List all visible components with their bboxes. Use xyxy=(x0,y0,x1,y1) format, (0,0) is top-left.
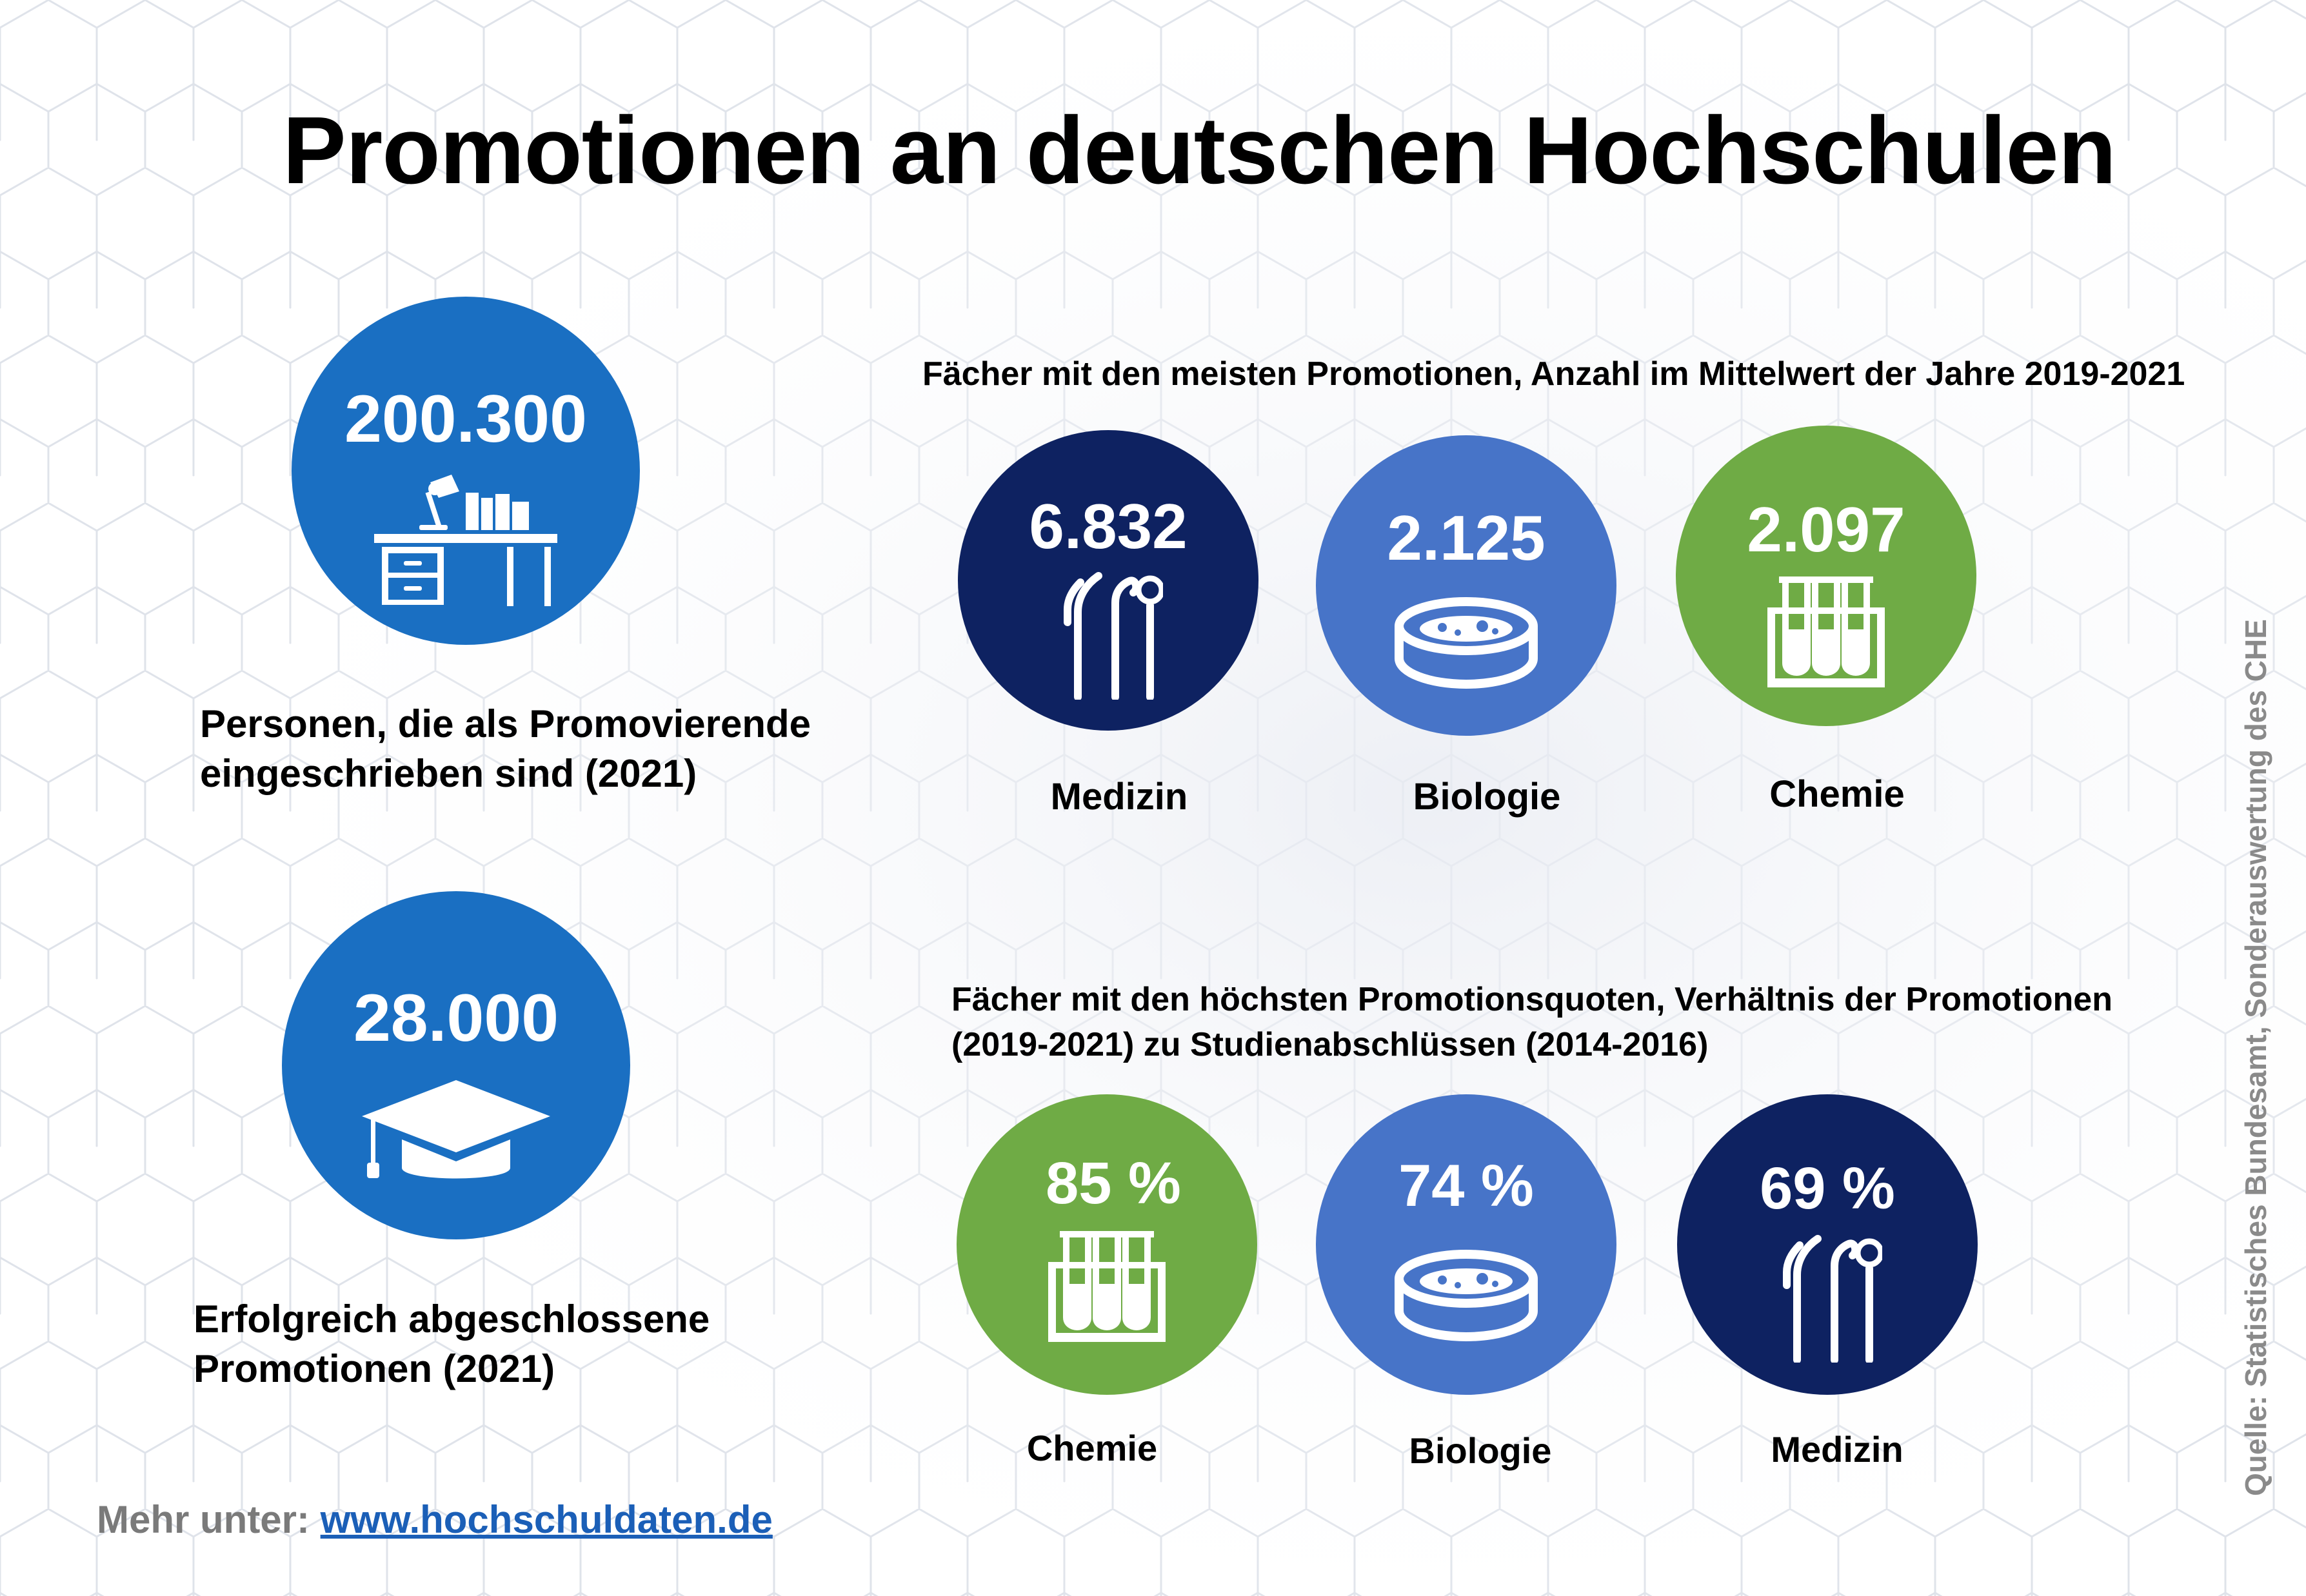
graduation-cap-icon xyxy=(362,1080,550,1179)
subject-label: Chemie xyxy=(1769,773,1905,815)
subject-label: Medizin xyxy=(1771,1429,1903,1470)
enrolled-value: 200.300 xyxy=(344,382,587,457)
enrolled-label: Personen, die als Promovierende eingesch… xyxy=(200,702,811,795)
more-label: Mehr unter: xyxy=(97,1498,310,1541)
test-tubes-icon xyxy=(1767,576,1885,687)
completed-label: Erfolgreich abgeschlossene Promotionen (… xyxy=(194,1297,710,1390)
more-info: Mehr unter: www.hochschuldaten.de xyxy=(97,1497,773,1542)
subject-label: Biologie xyxy=(1409,1430,1552,1471)
most-doctorates-heading: Fächer mit den meisten Promotionen, Anza… xyxy=(922,355,2185,393)
biologie-count-circle: 2.125 xyxy=(1316,435,1616,736)
biologie-rate-circle: 74 % xyxy=(1316,1094,1616,1395)
source-note: Quelle: Statistisches Bundesamt, Sondera… xyxy=(2239,619,2272,1496)
highest-rates-heading: Fächer mit den höchsten Promotionsquoten… xyxy=(951,981,2112,1064)
page-title: Promotionen an deutschen Hochschulen xyxy=(283,97,2116,204)
petri-dish-icon xyxy=(1395,1250,1538,1342)
chemie-rate-circle: 85 % xyxy=(957,1094,1257,1395)
medizin-rate-circle: 69 % xyxy=(1677,1094,1978,1395)
completed-value: 28.000 xyxy=(353,981,559,1056)
enrolled-circle: 200.300 xyxy=(292,297,640,645)
chemie-count-circle: 2.097 xyxy=(1676,426,1976,726)
petri-dish-icon xyxy=(1395,597,1538,689)
medical-instruments-icon xyxy=(1783,1235,1882,1363)
completed-circle: 28.000 xyxy=(282,891,630,1239)
subject-label: Chemie xyxy=(1026,1428,1158,1468)
desk-icon xyxy=(374,475,557,606)
test-tubes-icon xyxy=(1048,1231,1166,1342)
subject-label: Biologie xyxy=(1413,776,1561,818)
medizin-count-circle: 6.832 xyxy=(958,430,1258,731)
subject-label: Medizin xyxy=(1050,776,1188,818)
website-link[interactable]: www.hochschuldaten.de xyxy=(320,1498,773,1541)
medical-instruments-icon xyxy=(1064,572,1163,700)
